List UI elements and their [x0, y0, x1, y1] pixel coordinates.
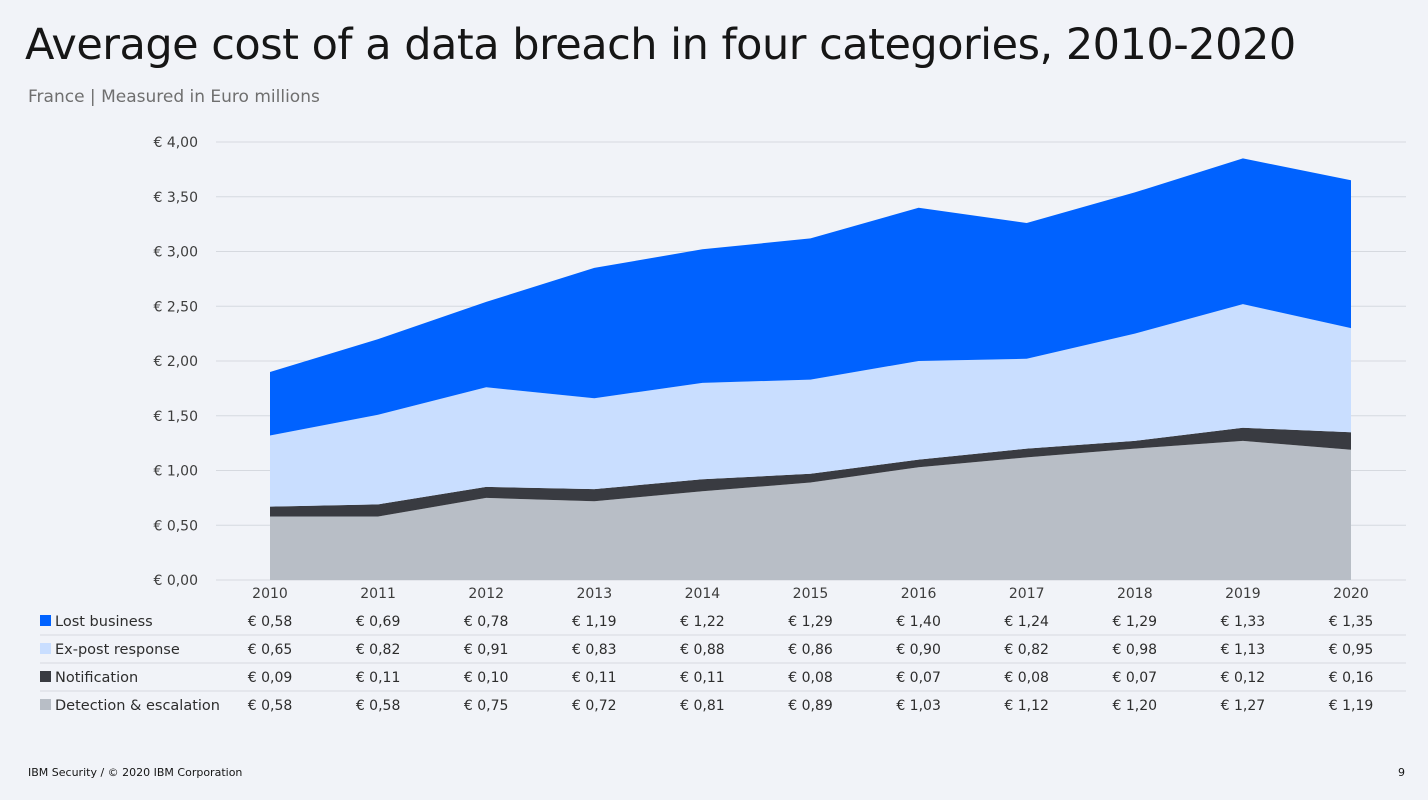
table-cell: € 0,83 [572, 642, 617, 658]
area-notification [270, 427, 1351, 517]
table-cell: € 0,65 [248, 642, 293, 658]
table-cell: € 0,10 [464, 670, 509, 686]
table-cell: € 1,19 [572, 614, 617, 630]
table-cell: € 1,33 [1221, 614, 1266, 630]
legend-swatch-ex-post-response [40, 643, 51, 654]
x-tick-label: 2018 [1117, 586, 1153, 602]
x-tick-label: 2016 [901, 586, 937, 602]
page-title: Average cost of a data breach in four ca… [25, 20, 1296, 70]
y-tick-label: € 1,50 [153, 409, 198, 425]
table-cell: € 0,07 [1113, 670, 1158, 686]
table-cell: € 1,27 [1221, 698, 1266, 714]
x-tick-label: 2015 [793, 586, 829, 602]
x-tick-label: 2014 [685, 586, 721, 602]
table-cell: € 0,12 [1221, 670, 1266, 686]
y-tick-label: € 1,00 [153, 464, 198, 480]
x-tick-label: 2013 [576, 586, 612, 602]
table-cell: € 1,22 [680, 614, 725, 630]
table-cell: € 0,11 [356, 670, 401, 686]
y-tick-label: € 0,00 [153, 573, 198, 589]
table-cell: € 0,86 [788, 642, 833, 658]
table-cell: € 0,98 [1113, 642, 1158, 658]
area-detection-escalation [270, 440, 1351, 580]
data-table: Lost business € 0,58 € 0,69 € 0,78 € 1,19 € 1… [40, 614, 1406, 714]
table-cell: € 1,20 [1113, 698, 1158, 714]
table-cell: € 0,08 [788, 670, 833, 686]
stacked-area-chart: € 0,00 € 0,50 € 1,00 € 1,50 € 2,00 € 2,50 € 3,… [40, 135, 1406, 714]
table-cell: € 0,88 [680, 642, 725, 658]
table-cell: € 0,11 [572, 670, 617, 686]
area-lost-business [270, 158, 1351, 436]
y-tick-label: € 2,00 [153, 354, 198, 370]
legend-swatch-detection-escalation [40, 699, 51, 710]
table-cell: € 0,16 [1329, 670, 1374, 686]
table-cell: € 0,82 [356, 642, 401, 658]
y-tick-label: € 0,50 [153, 518, 198, 534]
table-cell: € 0,75 [464, 698, 509, 714]
table-cell: € 0,81 [680, 698, 725, 714]
x-tick-label: 2019 [1225, 586, 1261, 602]
table-cell: € 0,07 [896, 670, 941, 686]
table-cell: € 1,29 [1113, 614, 1158, 630]
y-tick-label: € 4,00 [153, 135, 198, 151]
x-tick-label: 2017 [1009, 586, 1045, 602]
page-subtitle: France | Measured in Euro millions [28, 87, 320, 107]
table-cell: € 1,12 [1004, 698, 1049, 714]
table-cell: € 0,78 [464, 614, 509, 630]
table-cell: € 0,69 [356, 614, 401, 630]
y-tick-label: € 3,00 [153, 245, 198, 261]
table-cell: € 0,58 [356, 698, 401, 714]
chart-areas [270, 158, 1351, 580]
table-cell: € 0,58 [248, 698, 293, 714]
x-axis: 2010 2011 2012 2013 2014 2015 2016 2017 2018 2019… [252, 586, 1369, 602]
table-cell: € 0,91 [464, 642, 509, 658]
y-axis: € 0,00 € 0,50 € 1,00 € 1,50 € 2,00 € 2,50 € 3,… [153, 135, 198, 589]
table-cell: € 0,11 [680, 670, 725, 686]
table-cell: € 1,40 [896, 614, 941, 630]
legend-label-detection-escalation: Detection & escalation [55, 698, 220, 714]
y-tick-label: € 2,50 [153, 299, 198, 315]
table-cell: € 1,35 [1329, 614, 1374, 630]
legend-swatch-lost-business [40, 615, 51, 626]
table-cell: € 0,82 [1004, 642, 1049, 658]
legend-label-notification: Notification [55, 670, 138, 686]
y-tick-label: € 3,50 [153, 190, 198, 206]
table-cell: € 0,58 [248, 614, 293, 630]
area-ex-post-response [270, 304, 1351, 507]
table-cell: € 0,90 [896, 642, 941, 658]
table-cell: € 0,95 [1329, 642, 1374, 658]
table-cell: € 0,09 [248, 670, 293, 686]
table-cell: € 1,29 [788, 614, 833, 630]
table-cell: € 0,72 [572, 698, 617, 714]
table-cell: € 1,24 [1004, 614, 1049, 630]
legend-label-lost-business: Lost business [55, 614, 153, 630]
x-tick-label: 2011 [360, 586, 396, 602]
footer-copyright: IBM Security / © 2020 IBM Corporation [28, 766, 243, 779]
table-cell: € 0,08 [1004, 670, 1049, 686]
legend-swatch-notification [40, 671, 51, 682]
table-cell: € 1,19 [1329, 698, 1374, 714]
table-cell: € 1,13 [1221, 642, 1266, 658]
x-tick-label: 2012 [468, 586, 504, 602]
page-number: 9 [1398, 766, 1405, 779]
x-tick-label: 2020 [1333, 586, 1369, 602]
x-tick-label: 2010 [252, 586, 288, 602]
table-cell: € 0,89 [788, 698, 833, 714]
table-cell: € 1,03 [896, 698, 941, 714]
legend-label-ex-post-response: Ex-post response [55, 642, 180, 658]
